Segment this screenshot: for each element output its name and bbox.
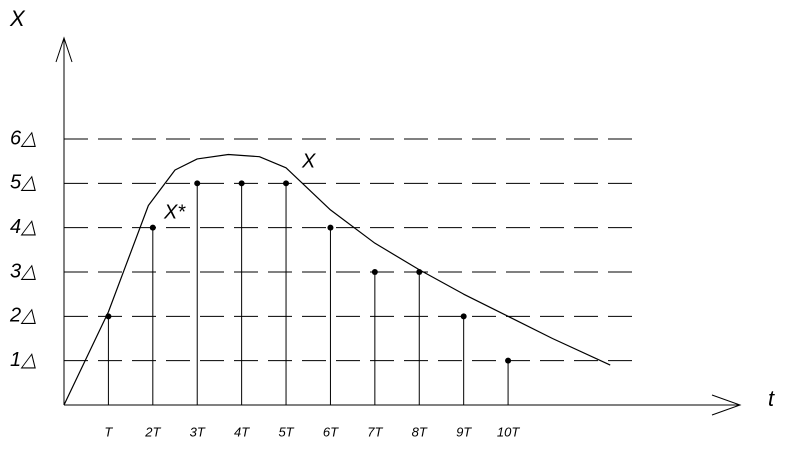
x-tick-label: 5T [278, 424, 294, 439]
x-tick-label: 10T [497, 424, 520, 439]
x-tick-label: T [104, 424, 113, 439]
y-tick-label: 4△ [10, 216, 37, 238]
sample-dot [460, 313, 467, 320]
sample-dot [105, 313, 112, 320]
y-tick-label: 1△ [10, 349, 37, 371]
x-arrow [711, 394, 742, 416]
y-tick-label: 5△ [10, 172, 37, 194]
series-label: X [301, 150, 316, 172]
sample-dot [149, 224, 156, 231]
x-tick-label: 6T [323, 424, 339, 439]
x-tick-label: 3T [190, 424, 206, 439]
sample-dot [371, 268, 378, 275]
y-tick-label: 3△ [10, 260, 37, 282]
curve [63, 153, 611, 406]
sample-dot [238, 180, 245, 187]
sample-dot [283, 180, 290, 187]
series-label: X* [163, 201, 186, 223]
y-tick-label: 6△ [10, 127, 37, 149]
y-tick-label: 2△ [9, 305, 37, 327]
x-tick-label: 8T [412, 424, 428, 439]
y-axis-label: X [9, 6, 26, 31]
x-tick-label: 4T [234, 424, 250, 439]
sample-dot [194, 180, 201, 187]
x-axis-label: t [768, 386, 775, 411]
sample-dot [327, 224, 334, 231]
x-tick-label: 7T [367, 424, 383, 439]
sample-dot [505, 357, 512, 364]
y-arrow [55, 36, 73, 63]
x-tick-label: 2T [144, 424, 161, 439]
sample-dot [416, 268, 423, 275]
x-tick-label: 9T [456, 424, 472, 439]
